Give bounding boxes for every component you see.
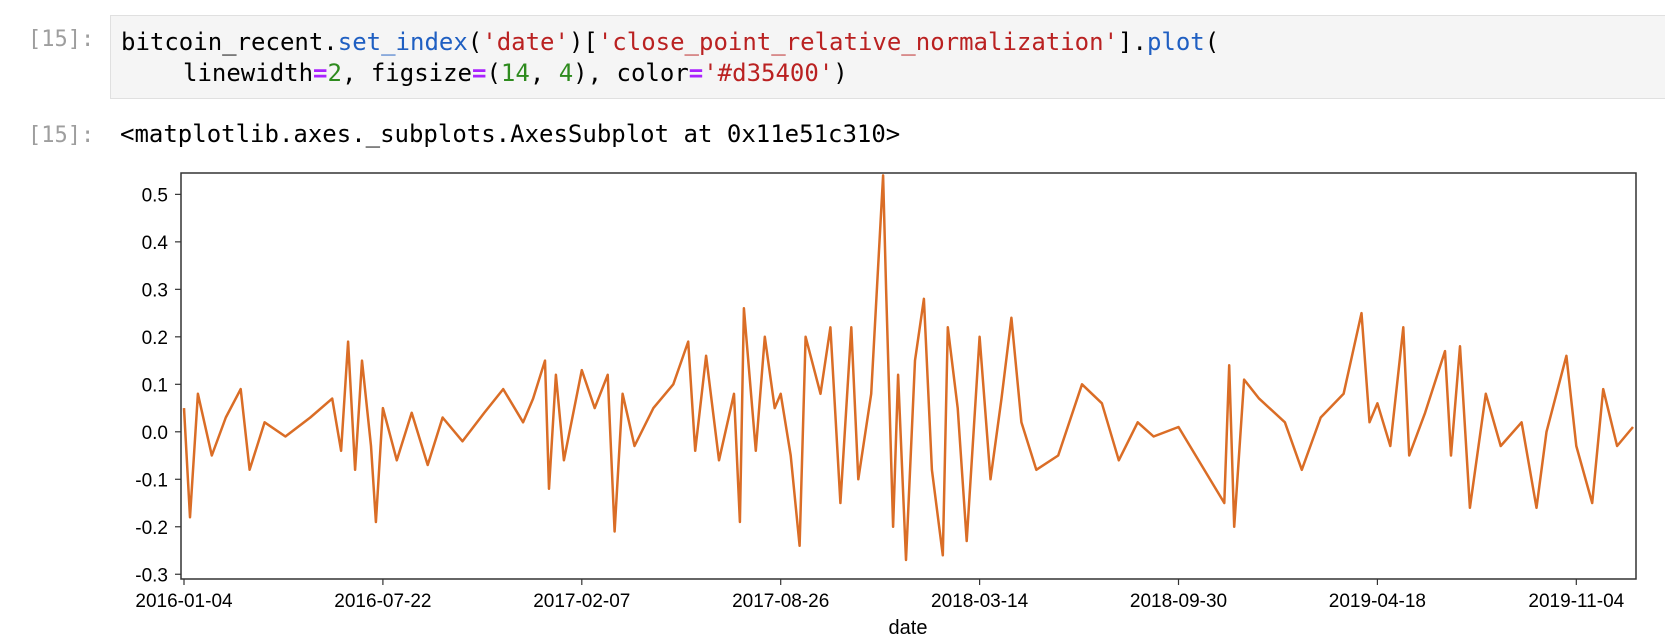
- code-token-method: plot: [1146, 28, 1205, 56]
- code-token: )[: [568, 28, 598, 56]
- code-token-number: 14: [500, 59, 530, 87]
- code-token-method: set_index: [337, 28, 468, 56]
- x-axis-label: date: [889, 617, 928, 639]
- y-tick-label: 0.1: [142, 375, 168, 396]
- x-tick-label: 2017-02-07: [533, 591, 630, 612]
- y-tick-label: 0.2: [142, 328, 168, 349]
- series-line: [182, 174, 1634, 562]
- x-tick-label: 2017-08-26: [732, 591, 829, 612]
- y-tick-label: -0.3: [135, 565, 168, 586]
- code-cell[interactable]: bitcoin_recent.set_index('date')['close_…: [110, 15, 1665, 99]
- code-token: ].: [1118, 28, 1147, 56]
- code-token: ,: [529, 59, 559, 87]
- y-tick-label: 0.3: [142, 280, 168, 301]
- y-tick-label: 0.5: [142, 185, 168, 206]
- code-token: (: [486, 59, 501, 87]
- code-token-number: 4: [558, 59, 574, 87]
- y-tick-label: -0.2: [135, 518, 168, 539]
- code-token-operator: =: [688, 59, 704, 87]
- code-token-string: '#d35400': [703, 59, 834, 87]
- code-token: (: [467, 28, 483, 56]
- code-token: linewidth: [183, 59, 314, 87]
- code-token-string: 'close_point_relative_normalization': [597, 28, 1119, 56]
- code-token-number: 2: [327, 59, 342, 87]
- output-repr-text: <matplotlib.axes._subplots.AxesSubplot a…: [120, 120, 901, 148]
- y-tick-label: 0.0: [142, 423, 168, 444]
- x-tick-label: 2018-03-14: [931, 591, 1029, 612]
- x-tick-label: 2019-04-18: [1329, 591, 1426, 612]
- code-token: , figsize: [341, 59, 472, 87]
- y-tick-label: 0.4: [142, 233, 169, 254]
- code-token: (: [1204, 28, 1220, 56]
- axes-frame: [180, 172, 1637, 580]
- code-token: bitcoin_recent.: [121, 28, 338, 56]
- code-token-operator: =: [313, 59, 328, 87]
- output-prompt: [15]:: [28, 123, 95, 148]
- y-tick-label: -0.1: [135, 470, 168, 491]
- x-tick-label: 2018-09-30: [1130, 591, 1227, 612]
- x-tick-label: 2016-07-22: [334, 591, 431, 612]
- code-token: ), color: [573, 59, 689, 87]
- x-tick-label: 2016-01-04: [135, 591, 233, 612]
- code-line-2: linewidth=2, figsize=(14, 4), color='#d3…: [183, 59, 848, 87]
- input-prompt: [15]:: [28, 27, 95, 52]
- code-token-string: 'date': [482, 28, 569, 56]
- x-tick-label: 2019-11-04: [1528, 591, 1624, 612]
- code-line-1: bitcoin_recent.set_index('date')['close_…: [121, 28, 1219, 56]
- code-token: ): [833, 59, 848, 87]
- code-token-operator: =: [472, 59, 487, 87]
